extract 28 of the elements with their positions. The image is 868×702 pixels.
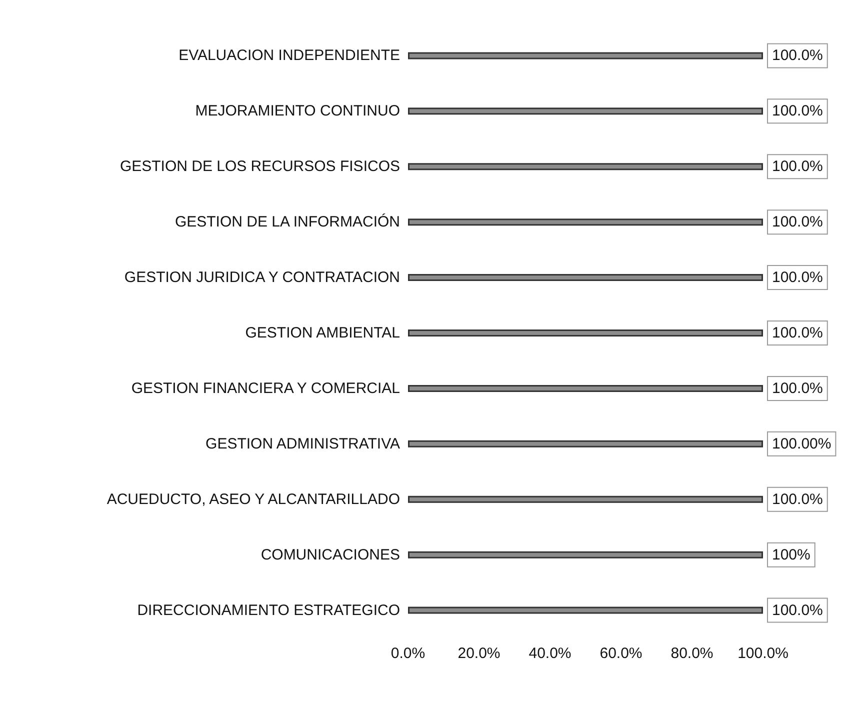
x-tick-label: 40.0% xyxy=(528,645,572,662)
data-label: 100.0% xyxy=(772,380,823,397)
y-tick-label: ACUEDUCTO, ASEO Y ALCANTARILLADO xyxy=(106,490,400,508)
data-label: 100% xyxy=(772,546,810,564)
y-tick-label: MEJORAMIENTO CONTINUO xyxy=(195,102,400,120)
data-label: 100.0% xyxy=(772,102,823,120)
x-tick-label: 80.0% xyxy=(670,645,714,662)
x-tick-label: 20.0% xyxy=(458,645,500,662)
data-label: 100.0% xyxy=(772,214,823,231)
x-tick-label: 0.0% xyxy=(390,645,426,662)
data-label: 100.0% xyxy=(772,269,823,286)
x-tick-label: 100.0% xyxy=(738,645,788,662)
y-tick-label: GESTION AMBIENTAL xyxy=(245,324,400,342)
y-tick-label: GESTION ADMINISTRATIVA xyxy=(206,435,400,452)
y-tick-label: EVALUACION INDEPENDIENTE xyxy=(178,47,400,64)
y-tick-label: GESTION DE LOS RECURSOS FISICOS xyxy=(120,158,400,176)
y-tick-label: GESTION FINANCIERA Y COMERCIAL xyxy=(131,380,400,397)
data-label: 100.0% xyxy=(772,47,823,64)
data-label: 100.0% xyxy=(772,490,823,508)
data-label: 100.00% xyxy=(772,435,832,452)
x-tick-label: 60.0% xyxy=(600,645,642,662)
y-tick-label: GESTION DE LA INFORMACIÓN xyxy=(174,212,400,231)
data-label: 100.0% xyxy=(772,158,823,176)
data-label: 100.0% xyxy=(772,324,823,342)
data-label: 100.0% xyxy=(772,602,823,619)
y-tick-label: GESTION JURIDICA Y CONTRATACION xyxy=(124,269,400,286)
y-tick-label: DIRECCIONAMIENTO ESTRATEGICO xyxy=(137,602,400,619)
y-tick-label: COMUNICACIONES xyxy=(260,546,400,564)
